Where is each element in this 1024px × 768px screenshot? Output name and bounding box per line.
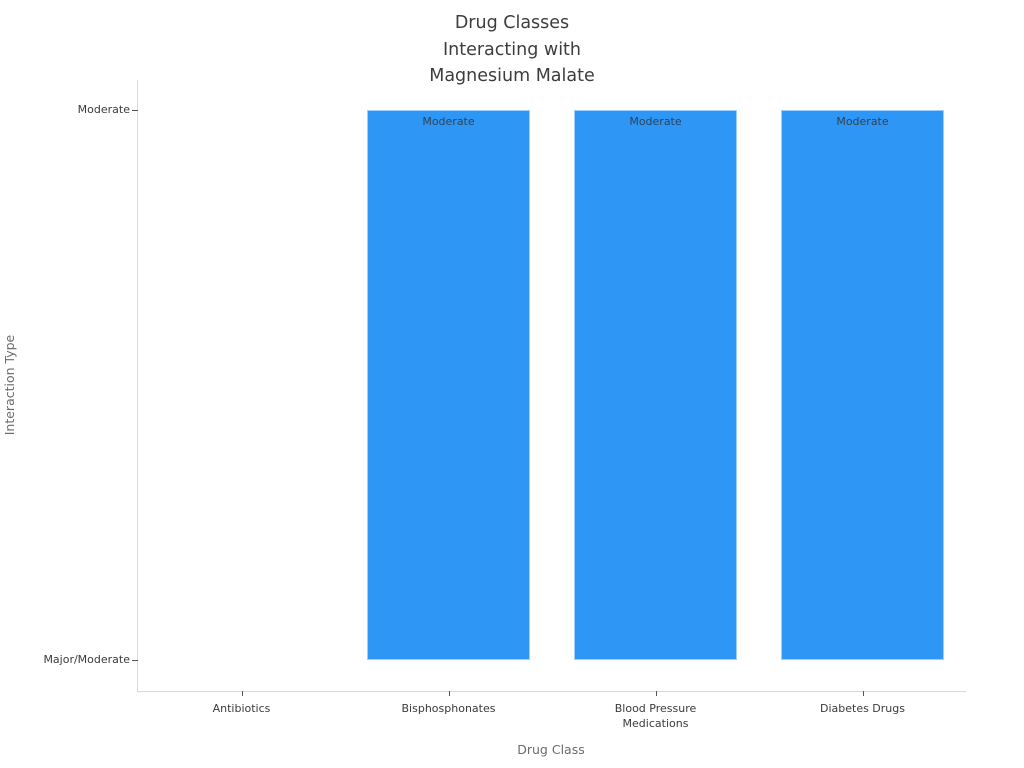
x-axis-title: Drug Class xyxy=(517,742,585,757)
y-tick-mark xyxy=(132,660,138,661)
x-tick-label: Blood Pressure Medications xyxy=(614,702,697,730)
bar-value-label: Moderate xyxy=(422,115,475,128)
x-tick-mark xyxy=(655,691,657,696)
y-tick-label: Major/Moderate xyxy=(43,653,130,666)
x-tick-label: Bisphosphonates xyxy=(401,702,496,715)
x-tick-mark xyxy=(862,691,864,696)
plot-area: Antibiotics Bisphosphonates Moderate Blood … xyxy=(43,80,966,730)
x-tick-label: Diabetes Drugs xyxy=(819,702,905,715)
y-tick-label: Moderate xyxy=(77,103,130,116)
bar: Moderate xyxy=(780,110,945,660)
bar: Moderate xyxy=(573,110,738,660)
bar-value-label: Moderate xyxy=(629,115,682,128)
y-tick-mark xyxy=(132,110,138,111)
x-tick-mark xyxy=(241,691,243,696)
chart-title: Drug Classes Interacting with Magnesium … xyxy=(429,13,595,86)
y-axis-title: Interaction Type xyxy=(2,334,17,436)
bar-value-label: Moderate xyxy=(836,115,889,128)
x-tick-mark xyxy=(448,691,450,696)
bar: Moderate xyxy=(366,110,531,660)
x-tick-label: Antibiotics xyxy=(212,702,271,715)
